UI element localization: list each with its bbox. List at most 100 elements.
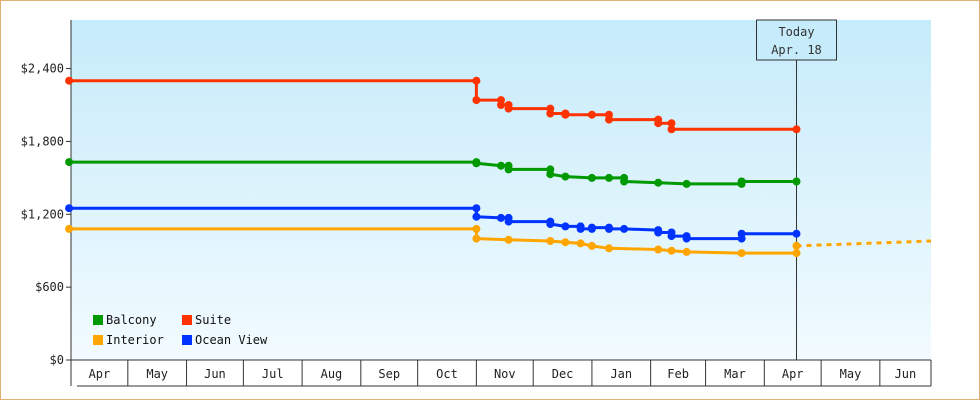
data-point [682, 179, 691, 188]
data-point [605, 244, 613, 253]
x-month-label: Apr [89, 367, 111, 381]
legend-swatch [93, 315, 103, 325]
data-point [667, 125, 676, 134]
data-point [546, 220, 555, 228]
legend-item: Suite [182, 313, 231, 327]
legend-swatch [182, 335, 192, 345]
data-point [472, 224, 481, 233]
data-point [546, 109, 555, 118]
x-month-label: May [840, 367, 862, 381]
data-point [654, 228, 663, 237]
data-point [65, 158, 74, 167]
today-marker: Today Apr. 18 [756, 19, 838, 360]
data-point [737, 249, 746, 258]
data-point [792, 249, 801, 258]
data-point [620, 177, 629, 186]
x-month-label: Oct [436, 367, 458, 381]
data-point [472, 96, 481, 105]
x-month-label: Sep [378, 367, 400, 381]
data-point [576, 224, 585, 233]
data-point [561, 222, 570, 231]
data-point [546, 170, 555, 179]
data-point [497, 161, 505, 170]
data-point [654, 119, 663, 128]
data-point [504, 104, 513, 113]
x-month-label: Apr [782, 367, 804, 381]
legend-label: Suite [195, 313, 231, 327]
legend-label: Ocean View [195, 333, 268, 347]
legend-swatch [93, 335, 103, 345]
today-label: Today [778, 25, 814, 39]
data-point [737, 177, 746, 186]
today-date: Apr. 18 [771, 43, 822, 57]
data-point [792, 241, 801, 250]
x-month-label: Nov [494, 367, 516, 381]
series-line [69, 160, 797, 186]
data-point [682, 247, 691, 256]
data-point [546, 237, 555, 245]
x-axis: Apr May Jun Jul Aug Sep Oct Nov Dec Jan Feb Mar Apr M… [70, 359, 932, 387]
data-point [792, 229, 801, 238]
data-point [587, 110, 596, 119]
series-balcony [65, 158, 801, 188]
legend: Balcony Suite Interior Ocean View [93, 313, 268, 347]
x-month-label: Dec [552, 367, 574, 381]
y-tick-label: $600 [35, 280, 64, 294]
series-projection [796, 239, 932, 248]
data-point [497, 213, 505, 222]
data-point [587, 223, 596, 232]
x-month-label: May [146, 367, 168, 381]
x-month-label: Jun [204, 367, 226, 381]
data-point [561, 238, 570, 247]
data-point [65, 224, 74, 233]
legend-item: Balcony [93, 313, 157, 327]
y-tick-label: $1,800 [21, 134, 64, 148]
x-month-label: Jan [610, 367, 632, 381]
series-layer [65, 76, 932, 258]
data-point [792, 177, 801, 186]
y-tick-label: $1,200 [21, 207, 64, 221]
x-month-label: Jun [895, 367, 917, 381]
x-month-label: Feb [667, 367, 689, 381]
data-point [472, 234, 481, 243]
data-point [504, 235, 513, 244]
legend-swatch [182, 315, 192, 325]
data-point [587, 173, 596, 182]
data-point [576, 239, 585, 248]
data-point [472, 76, 481, 85]
data-point [504, 217, 513, 226]
data-point [605, 173, 613, 182]
x-month-label: Jul [262, 367, 284, 381]
legend-item: Ocean View [182, 333, 268, 347]
series-suite [65, 76, 801, 134]
data-point [667, 232, 676, 241]
legend-label: Interior [106, 333, 164, 347]
data-point [472, 212, 481, 221]
today-box [756, 19, 838, 61]
data-point [620, 224, 629, 233]
y-axis: $0 $600 $1,200 $1,800 $2,400 [21, 20, 72, 367]
data-point [737, 229, 746, 238]
data-point [667, 246, 676, 255]
data-point [587, 241, 596, 250]
data-point [472, 159, 481, 168]
series-ocean-view [65, 204, 801, 243]
data-point [472, 204, 481, 213]
data-point [605, 115, 613, 124]
legend-label: Balcony [106, 313, 157, 327]
data-point [561, 172, 570, 181]
data-point [682, 234, 691, 243]
data-point [605, 224, 613, 233]
data-point [654, 178, 663, 187]
y-tick-label: $2,400 [21, 62, 64, 76]
data-point [667, 119, 676, 128]
x-month-label: Mar [724, 367, 746, 381]
data-point [504, 165, 513, 174]
data-point [792, 125, 801, 134]
x-month-label: Aug [321, 367, 343, 381]
y-tick-label: $0 [50, 353, 64, 367]
data-point [65, 76, 74, 85]
data-point [65, 204, 74, 213]
series-interior [65, 224, 932, 258]
